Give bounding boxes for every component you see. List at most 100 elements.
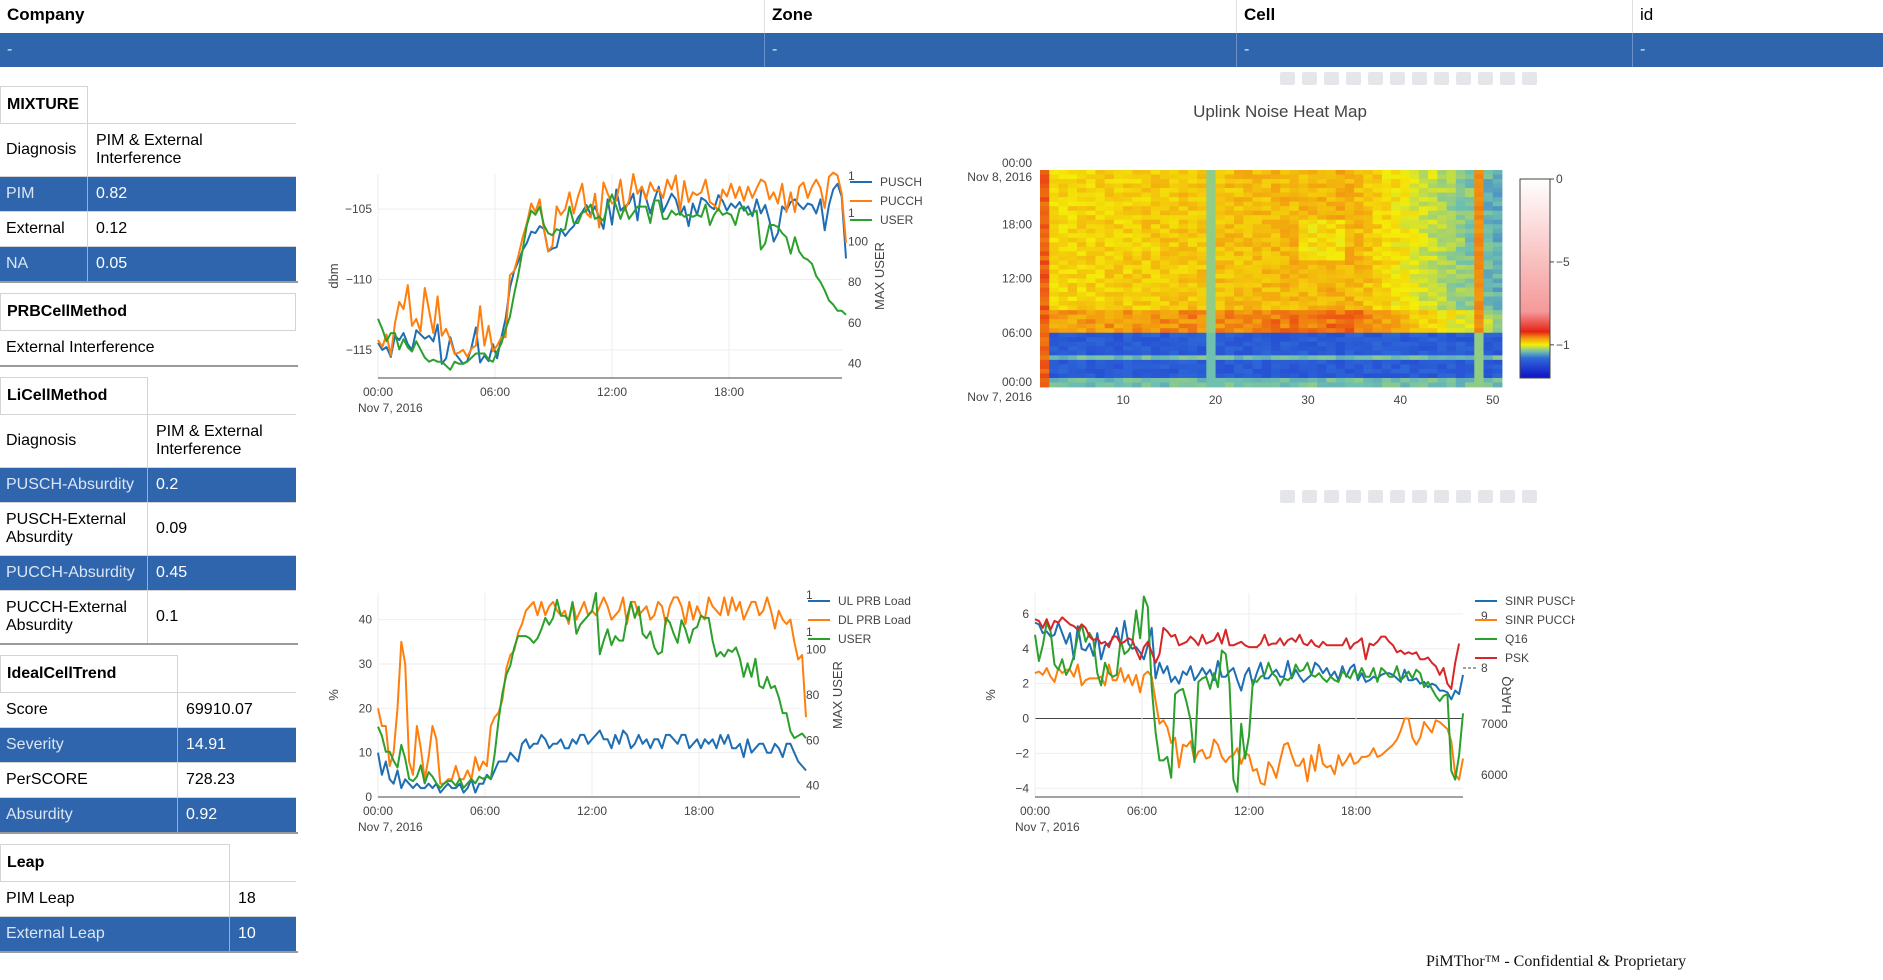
heatmap-cell [1483,264,1494,270]
pucch-external-absurdity-value: 0.1 [156,608,179,625]
heatmap-cell [1400,377,1410,383]
heatmap-cell [1067,255,1078,261]
camera-icon[interactable] [1280,72,1295,85]
cell-select[interactable]: - [1237,33,1633,67]
spike-icon[interactable] [1456,72,1471,85]
zoom-out-icon[interactable] [1390,490,1405,503]
zoom-in-icon[interactable] [1368,72,1383,85]
heatmap-cell [1446,301,1457,307]
heatmap-cell [1428,368,1438,374]
autoscale-icon[interactable] [1412,72,1427,85]
heatmap-cell [1049,296,1059,302]
hover-closest-icon[interactable] [1478,72,1493,85]
heatmap-cell [1150,215,1161,221]
heatmap-cell [1067,278,1078,284]
pan-icon[interactable] [1346,490,1361,503]
heatmap-cell [1215,323,1226,329]
zone-select[interactable]: - [765,33,1237,67]
heatmap-cell [1076,377,1087,383]
heatmap-cell [1289,255,1300,261]
zoom-icon[interactable] [1324,72,1339,85]
heatmap-cell [1289,219,1300,225]
heatmap-cell [1141,364,1152,370]
save-icon[interactable] [1302,72,1317,85]
heatmap-cell [1400,179,1410,184]
autoscale-icon[interactable] [1412,490,1427,503]
heatmap-cell [1372,355,1383,361]
save-icon[interactable] [1302,490,1317,503]
heatmap-cell [1132,233,1143,239]
heatmap-cell [1391,219,1401,225]
heatmap-cell [1086,292,1096,297]
heatmap-cell [1215,337,1226,343]
heatmap-cell [1400,364,1410,370]
camera-icon[interactable] [1280,490,1295,503]
heatmap-cell [1418,269,1429,275]
heatmap-cell [1418,188,1429,193]
heatmap-cell [1354,355,1364,361]
heatmap-cell [1234,197,1244,203]
heatmap-cell [1354,292,1364,297]
hover-compare-icon[interactable] [1500,72,1515,85]
zoom-icon[interactable] [1324,490,1339,503]
heatmap-cell [1307,346,1318,352]
heatmap-cell [1381,255,1392,261]
reset-icon[interactable] [1434,490,1449,503]
company-select[interactable]: - [0,33,765,67]
heatmap-cell [1326,260,1337,266]
heatmap-cell [1437,260,1447,266]
heatmap-cell [1076,174,1087,180]
reset-icon[interactable] [1434,72,1449,85]
heatmap-cell [1224,255,1235,261]
heatmap-cell [1187,364,1198,370]
hover-closest-icon[interactable] [1478,490,1493,503]
heatmap-cell [1437,237,1447,243]
heatmap-cell [1178,197,1189,203]
heatmap-cell [1095,228,1106,234]
pan-icon[interactable] [1346,72,1361,85]
spike-icon[interactable] [1456,490,1471,503]
heatmap-cell [1178,350,1189,356]
heatmap-cell [1400,224,1410,230]
heatmap-cell [1104,179,1115,184]
heatmap-cell [1113,228,1124,234]
heatmap-cell [1160,341,1170,347]
heatmap-cell [1234,278,1244,284]
heatmap-cell [1271,310,1281,316]
heatmap-cell [1344,359,1355,365]
heatmap-cell [1483,355,1494,361]
heatmap-cell [1206,269,1216,275]
heatmap-cell [1483,305,1494,311]
heatmap-cell [1086,337,1096,343]
heatmap-cell [1455,377,1466,383]
heatmap-cell [1474,332,1484,338]
heatmap-cell [1335,301,1346,307]
zoom-in-icon[interactable] [1368,490,1383,503]
zoom-out-icon[interactable] [1390,72,1405,85]
heatmap-cell [1391,373,1401,379]
plotly-logo-icon[interactable] [1522,490,1537,503]
plotly-logo-icon[interactable] [1522,72,1537,85]
heatmap-cell [1363,314,1374,320]
heatmap-cell [1234,346,1244,352]
heatmap-cell [1095,251,1106,257]
heatmap-cell [1261,301,1272,307]
heatmap-cell [1215,368,1226,374]
heatmap-cell [1252,201,1263,207]
heatmap-cell [1067,206,1078,212]
id-select[interactable]: - [1640,41,1646,58]
heatmap-cell [1363,197,1374,203]
heatmap-cell [1492,197,1503,203]
heatmap-cell [1409,382,1420,388]
heatmap-cell [1150,251,1161,257]
heatmap-cell [1474,301,1484,307]
heatmap-cell [1150,296,1161,302]
uplink-noise-heatmap[interactable]: Uplink Noise Heat Map00:0006:0012:0018:0… [940,95,1570,415]
y-tick-label: 10 [359,746,373,760]
heatmap-cell [1160,301,1170,307]
heatmap-cell [1465,233,1475,239]
hover-compare-icon[interactable] [1500,490,1515,503]
